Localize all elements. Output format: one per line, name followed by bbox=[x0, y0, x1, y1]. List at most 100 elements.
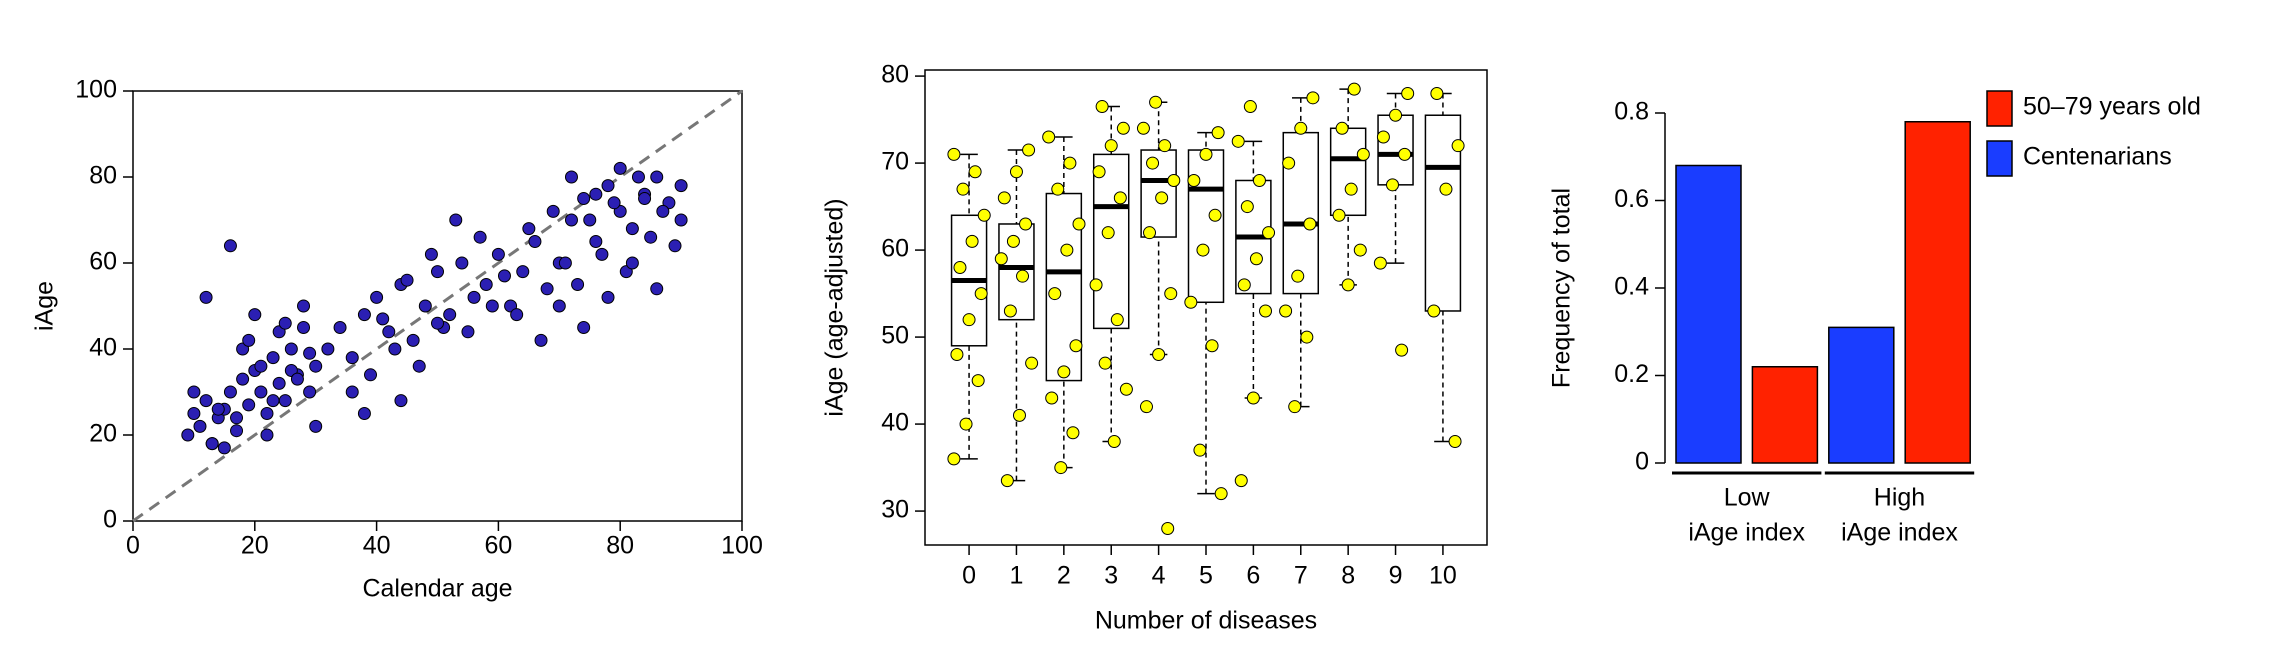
point bbox=[236, 372, 250, 386]
point bbox=[1335, 121, 1349, 135]
x-tick-label: 1 bbox=[1010, 562, 1024, 590]
point bbox=[321, 342, 335, 356]
point bbox=[656, 204, 670, 218]
point bbox=[1208, 208, 1222, 222]
point bbox=[1022, 143, 1036, 157]
point bbox=[953, 260, 967, 274]
box bbox=[1377, 114, 1414, 186]
point bbox=[1167, 173, 1181, 187]
point bbox=[473, 230, 487, 244]
point bbox=[297, 321, 311, 334]
point bbox=[1430, 86, 1444, 100]
point bbox=[583, 213, 597, 227]
point bbox=[997, 191, 1011, 205]
point bbox=[1279, 304, 1293, 318]
y-axis-label: iAge bbox=[31, 281, 59, 331]
point bbox=[211, 402, 225, 416]
point bbox=[1006, 234, 1020, 248]
point bbox=[303, 385, 317, 399]
point bbox=[345, 385, 359, 399]
point bbox=[1376, 130, 1390, 144]
point bbox=[601, 179, 615, 193]
point bbox=[248, 308, 262, 322]
point bbox=[1427, 304, 1441, 318]
x-tick-label: 5 bbox=[1199, 562, 1213, 590]
point bbox=[1306, 91, 1320, 105]
reference-line bbox=[132, 89, 743, 523]
point bbox=[278, 394, 292, 408]
point bbox=[1107, 434, 1121, 448]
point bbox=[1054, 461, 1068, 475]
legend-label: Centenarians bbox=[2023, 143, 2172, 171]
point bbox=[1395, 343, 1409, 357]
point bbox=[491, 247, 505, 261]
bar bbox=[1751, 366, 1819, 464]
point bbox=[1089, 278, 1103, 292]
point bbox=[638, 192, 652, 205]
y-tick-label: 80 bbox=[89, 162, 117, 190]
point bbox=[1045, 391, 1059, 405]
y-tick-label: 0 bbox=[1635, 448, 1649, 476]
point bbox=[1152, 347, 1166, 361]
point bbox=[370, 290, 384, 304]
point bbox=[589, 235, 603, 248]
point bbox=[230, 411, 244, 425]
point bbox=[479, 278, 493, 291]
point bbox=[449, 213, 463, 227]
y-tick-label: 60 bbox=[89, 248, 117, 276]
point bbox=[1193, 443, 1207, 457]
y-tick-label: 0.8 bbox=[1614, 98, 1649, 126]
point bbox=[1243, 100, 1257, 114]
point bbox=[1116, 121, 1130, 135]
point bbox=[1389, 108, 1403, 122]
point bbox=[1104, 139, 1118, 153]
point bbox=[974, 287, 988, 301]
point bbox=[1300, 330, 1314, 344]
point bbox=[947, 147, 961, 161]
y-tick-label: 0.2 bbox=[1614, 360, 1649, 388]
point bbox=[1012, 408, 1026, 422]
point bbox=[376, 312, 390, 326]
point bbox=[1237, 278, 1251, 292]
point bbox=[1249, 252, 1263, 266]
y-tick-label: 50 bbox=[881, 322, 909, 350]
point bbox=[968, 165, 982, 179]
y-tick-label: 70 bbox=[881, 148, 909, 176]
point bbox=[345, 351, 359, 365]
point bbox=[1136, 121, 1150, 135]
point bbox=[1262, 226, 1276, 240]
bar bbox=[1828, 326, 1895, 464]
point bbox=[516, 265, 530, 279]
point bbox=[357, 407, 371, 420]
y-tick-label: 40 bbox=[881, 409, 909, 437]
point bbox=[540, 282, 554, 296]
point bbox=[254, 359, 268, 373]
point bbox=[1341, 278, 1355, 292]
point bbox=[1303, 217, 1317, 231]
bar bbox=[1675, 164, 1742, 464]
legend-label: 50–79 years old bbox=[2023, 93, 2201, 121]
x-tick-label: 0 bbox=[126, 532, 140, 560]
point bbox=[631, 170, 645, 184]
x-tick-label: Low bbox=[1724, 484, 1771, 512]
point bbox=[1344, 182, 1358, 196]
point bbox=[1155, 191, 1169, 205]
point bbox=[1025, 356, 1039, 370]
point bbox=[467, 290, 481, 304]
point bbox=[272, 376, 286, 390]
x-tick-label: 40 bbox=[363, 532, 391, 560]
point bbox=[994, 252, 1008, 266]
point bbox=[564, 213, 578, 227]
point bbox=[510, 308, 524, 322]
point bbox=[260, 428, 274, 442]
point bbox=[668, 239, 682, 253]
point bbox=[284, 342, 298, 356]
y-axis-label: iAge (age-adjusted) bbox=[821, 198, 849, 416]
point bbox=[431, 316, 444, 330]
point bbox=[1113, 191, 1127, 205]
x-tick-label: 60 bbox=[484, 532, 512, 560]
point bbox=[971, 374, 985, 388]
point bbox=[1098, 356, 1112, 370]
x-tick-label: 9 bbox=[1389, 562, 1403, 590]
point bbox=[217, 441, 231, 455]
